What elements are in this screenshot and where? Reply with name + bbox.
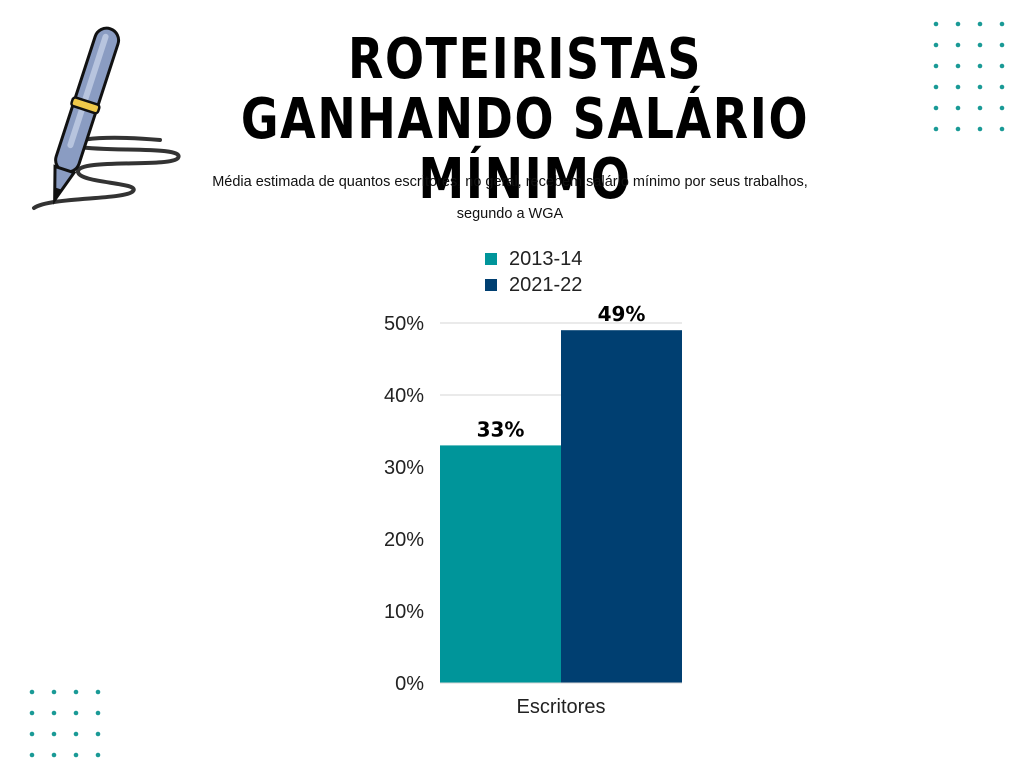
legend-item-2013-14: 2013-14 [485, 246, 582, 272]
page-subtitle: Média estimada de quantos escritores, no… [212, 174, 808, 222]
data-label: 33% [477, 417, 525, 441]
page-title: ROTEIRISTAS GANHANDO SALÁRIO MÍNIMO [240, 27, 810, 212]
dot-grid-top-right [933, 21, 1005, 132]
legend-swatch [485, 253, 497, 265]
legend-label: 2021-22 [509, 273, 583, 296]
pen-signature-icon [32, 26, 181, 210]
legend-label: 2013-14 [509, 247, 583, 270]
legend-swatch [485, 279, 497, 291]
x-category-label: Escritores [517, 696, 606, 718]
y-tick-label: 20% [384, 529, 424, 551]
legend-item-2021-22: 2021-22 [485, 272, 582, 298]
chart-legend: 2013-14 2021-22 [485, 246, 582, 298]
bar-2021-22 [561, 330, 682, 683]
data-label: 49% [598, 302, 646, 326]
y-tick-label: 50% [384, 313, 424, 335]
y-tick-label: 30% [384, 457, 424, 479]
y-tick-label: 10% [384, 601, 424, 623]
dot-grid-bottom-left [29, 689, 101, 758]
y-tick-label: 40% [384, 385, 424, 407]
bar-2013-14 [440, 445, 561, 683]
y-tick-label: 0% [395, 673, 424, 695]
